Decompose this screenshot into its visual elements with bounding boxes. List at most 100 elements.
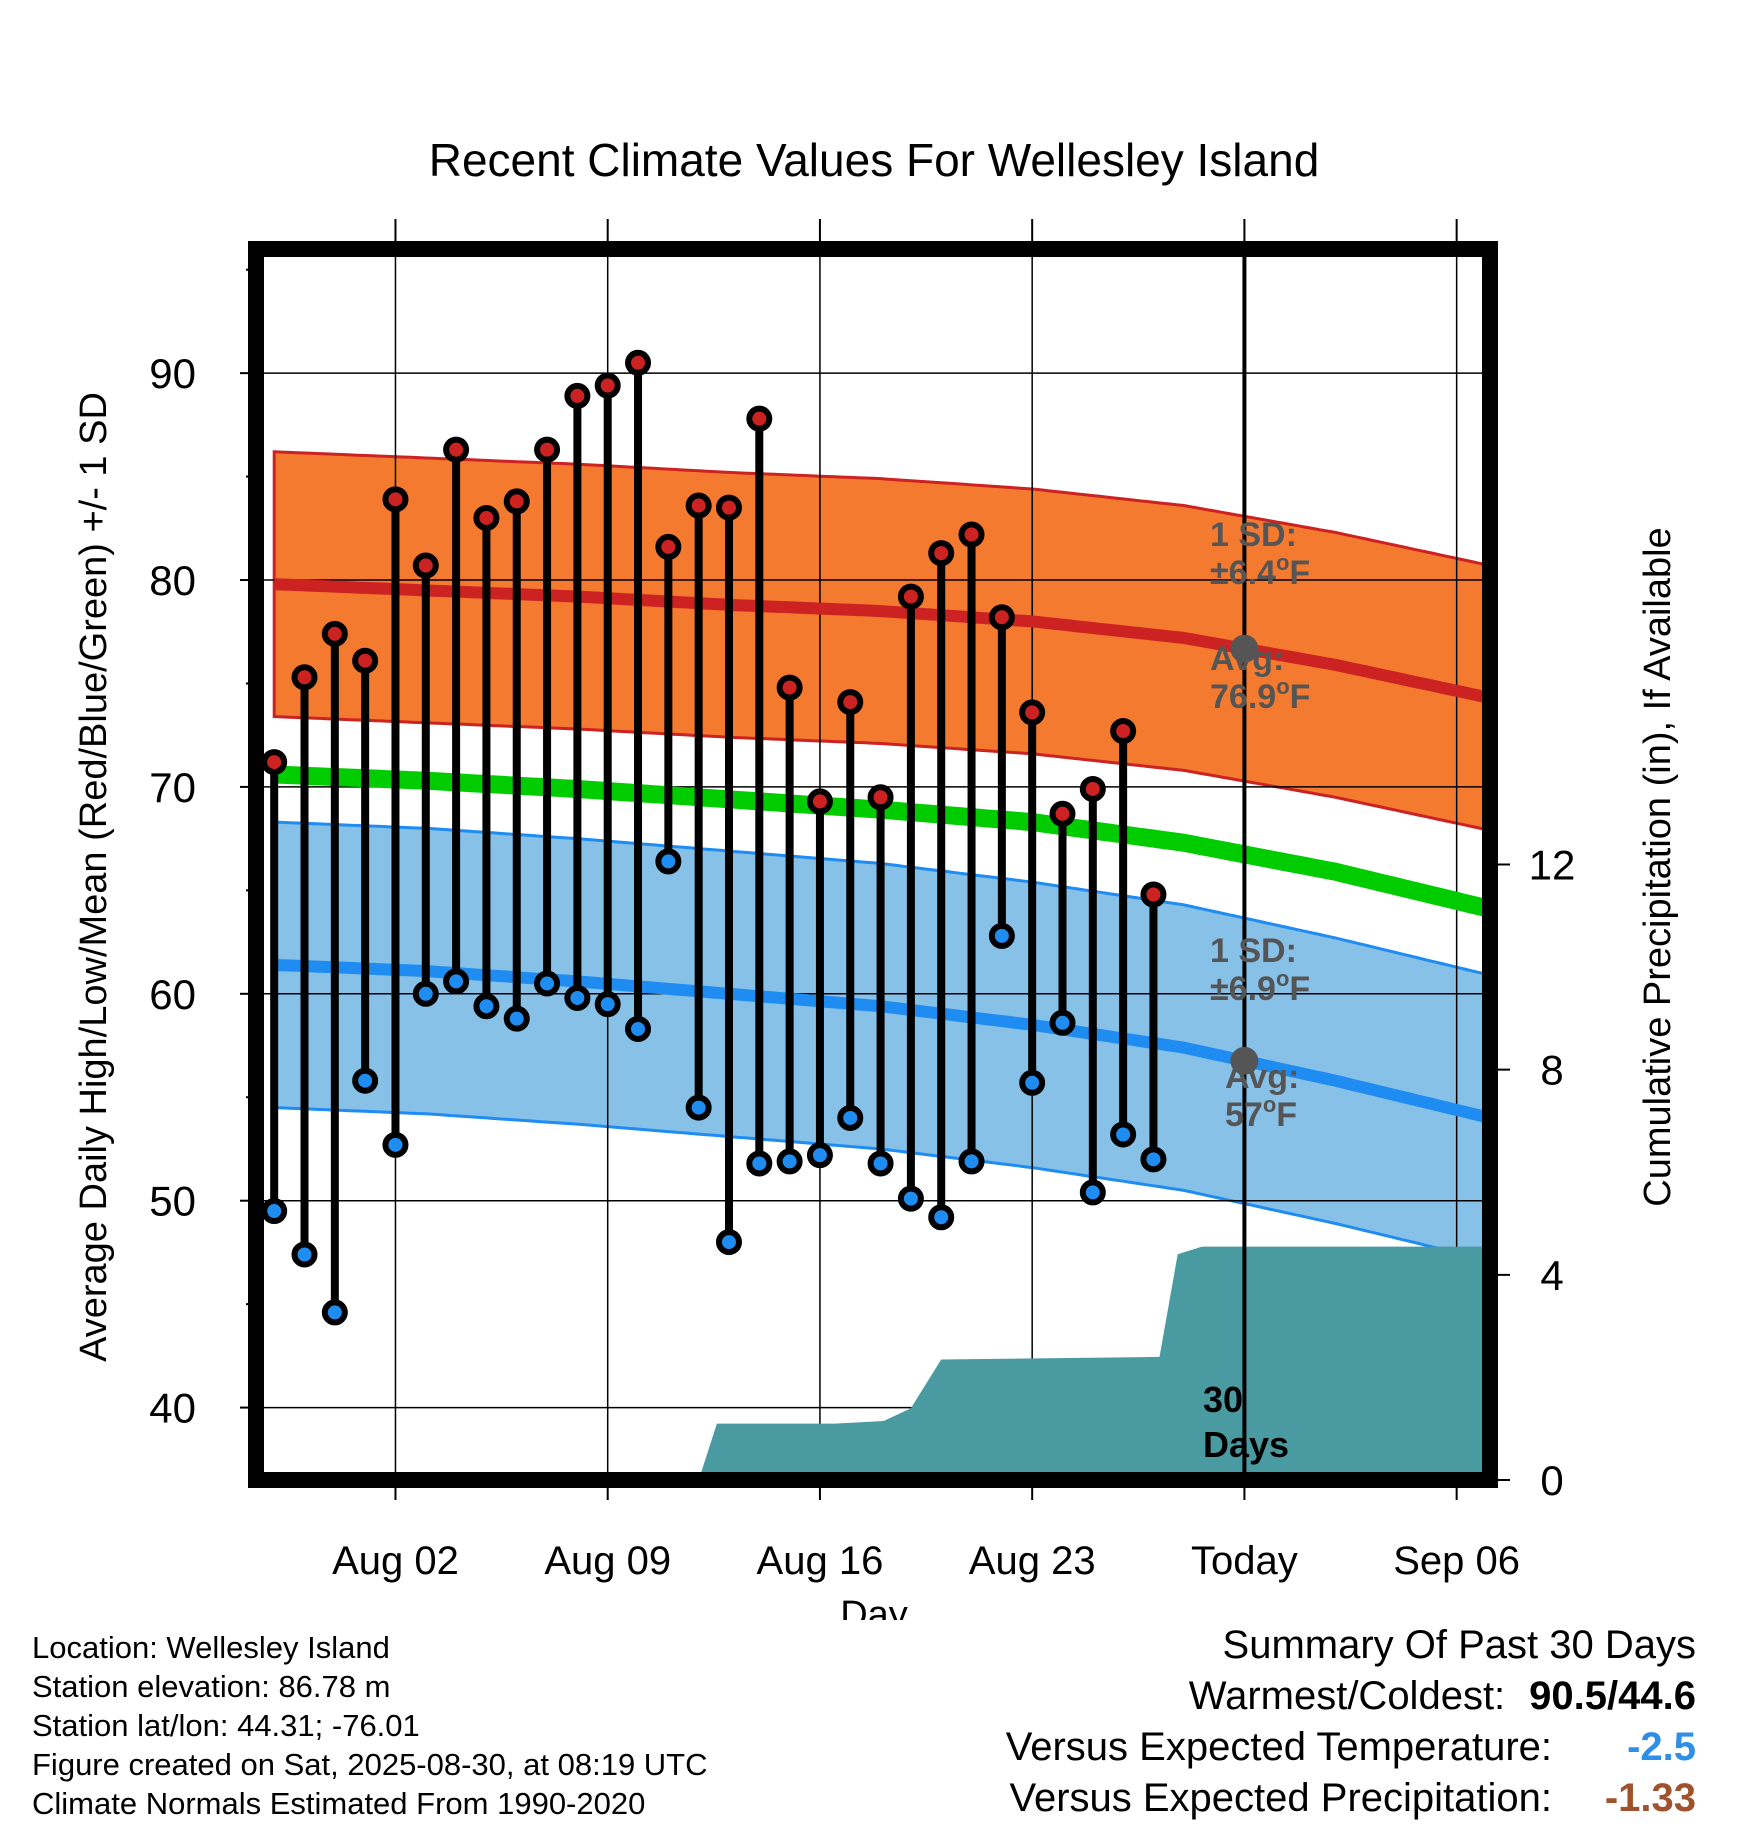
low-point	[534, 970, 561, 997]
x-tick-label: Today	[1191, 1539, 1298, 1583]
warmest-label: Warmest/Coldest:	[1188, 1674, 1506, 1718]
precip-label: Versus Expected Precipitation:	[1009, 1776, 1552, 1820]
high-point	[746, 405, 773, 432]
x-tick-label: Aug 16	[757, 1539, 884, 1583]
x-tick-label: Sep 06	[1393, 1539, 1520, 1583]
latlon-text: Station lat/lon: 44.31; -76.01	[32, 1708, 420, 1743]
y2-tick-label: 12	[1529, 842, 1576, 889]
high-point	[897, 583, 924, 610]
high-point	[1110, 718, 1137, 745]
low-point	[1049, 1009, 1076, 1036]
precip-area	[698, 1246, 1490, 1480]
high-point	[1049, 800, 1076, 827]
station-info: Location: Wellesley Island Station eleva…	[32, 1628, 708, 1823]
high-point	[352, 647, 379, 674]
low-point	[412, 980, 439, 1007]
low-point	[261, 1198, 288, 1225]
location-text: Location: Wellesley Island	[32, 1630, 390, 1665]
high-point	[412, 552, 439, 579]
low-point	[473, 993, 500, 1020]
low-point	[1174, 0, 1194, 10]
x-axis-label: Day	[840, 1594, 908, 1620]
high-point	[988, 604, 1015, 631]
high-point	[867, 784, 894, 811]
low-sd-annotation: 1 SD: ±6.9oF	[1210, 932, 1310, 1008]
temp-value: -2.5	[1627, 1725, 1696, 1769]
normals-text: Climate Normals Estimated From 1990-2020	[32, 1786, 646, 1821]
low-point	[988, 922, 1015, 949]
high-point	[655, 533, 682, 560]
low-point	[564, 984, 591, 1011]
y-tick-label: 50	[149, 1178, 196, 1225]
low-point	[806, 1142, 833, 1169]
high-point	[776, 674, 803, 701]
avg-high-line	[273, 578, 1489, 704]
summary-panel: Summary Of Past 30 Days Warmest/Coldest:…	[1006, 1620, 1696, 1824]
summary-temp-row: Versus Expected Temperature: -2.5	[1006, 1722, 1696, 1773]
high-point	[958, 521, 985, 548]
high-point	[928, 540, 955, 567]
low-point	[625, 1015, 652, 1042]
low-point	[928, 1204, 955, 1231]
high-point	[1019, 699, 1046, 726]
summary-title: Summary Of Past 30 Days	[1222, 1623, 1696, 1667]
low-point	[594, 991, 621, 1018]
low-point	[837, 1104, 864, 1131]
high-point	[291, 664, 318, 691]
low-point	[1140, 1146, 1167, 1173]
high-point	[685, 492, 712, 519]
y-tick-label: 40	[149, 1385, 196, 1432]
high-point	[1140, 881, 1167, 908]
y2-axis-label: Cumulative Precipitation (in), If Availa…	[1637, 527, 1679, 1206]
high-point	[715, 494, 742, 521]
high-point	[261, 749, 288, 776]
y-tick-label: 80	[149, 557, 196, 604]
precip-value: -1.33	[1604, 1776, 1696, 1820]
low-point	[685, 1094, 712, 1121]
x-tick-label: Aug 23	[969, 1539, 1096, 1583]
y-tick-label: 70	[149, 764, 196, 811]
y2-tick-label: 4	[1540, 1252, 1563, 1299]
low-point	[382, 1131, 409, 1158]
high-point	[837, 689, 864, 716]
low-point	[352, 1067, 379, 1094]
created-text: Figure created on Sat, 2025-08-30, at 08…	[32, 1747, 708, 1782]
low-point	[776, 1148, 803, 1175]
low-point	[321, 1299, 348, 1326]
high-point	[594, 372, 621, 399]
climate-chart: Recent Climate Values For Wellesley Isla…	[73, 0, 1679, 1620]
low-point	[1079, 1179, 1106, 1206]
low-point	[958, 1148, 985, 1175]
y-tick-label: 90	[149, 350, 196, 397]
low-point	[1110, 1121, 1137, 1148]
elevation-text: Station elevation: 86.78 m	[32, 1669, 391, 1704]
summary-precip-row: Versus Expected Precipitation: -1.33	[1006, 1773, 1696, 1824]
high-point	[321, 620, 348, 647]
x-tick-label: Aug 02	[332, 1539, 459, 1583]
y-axis-label: Average Daily High/Low/Mean (Red/Blue/Gr…	[73, 392, 115, 1362]
chart-title: Recent Climate Values For Wellesley Isla…	[429, 134, 1320, 186]
today-high-marker	[1230, 634, 1259, 663]
high-point	[473, 504, 500, 531]
plot-area: 1 SD: ±6.4oF Avg: 76.9oF 1 SD: ±6.9oF Avg: 57oF…	[256, 0, 1490, 1480]
high-point	[806, 788, 833, 815]
today-low-marker	[1230, 1046, 1259, 1075]
low-point	[655, 848, 682, 875]
high-point	[625, 349, 652, 376]
high-point	[1079, 775, 1106, 802]
x-tick-label: Aug 09	[544, 1539, 671, 1583]
low-avg-annotation: Avg: 57oF	[1225, 1058, 1299, 1134]
high-point	[503, 488, 530, 515]
y2-tick-label: 8	[1540, 1047, 1563, 1094]
temp-label: Versus Expected Temperature:	[1005, 1725, 1552, 1769]
high-point	[443, 436, 470, 463]
high-point	[564, 382, 591, 409]
y2-tick-label: 0	[1540, 1457, 1563, 1504]
low-point	[867, 1150, 894, 1177]
high-point	[534, 436, 561, 463]
precip-annotation: 30 Days	[1203, 1379, 1289, 1465]
summary-warmest-row: Warmest/Coldest: 90.5/44.6	[1006, 1671, 1696, 1722]
y-tick-label: 60	[149, 971, 196, 1018]
low-point	[291, 1241, 318, 1268]
low-point	[746, 1150, 773, 1177]
